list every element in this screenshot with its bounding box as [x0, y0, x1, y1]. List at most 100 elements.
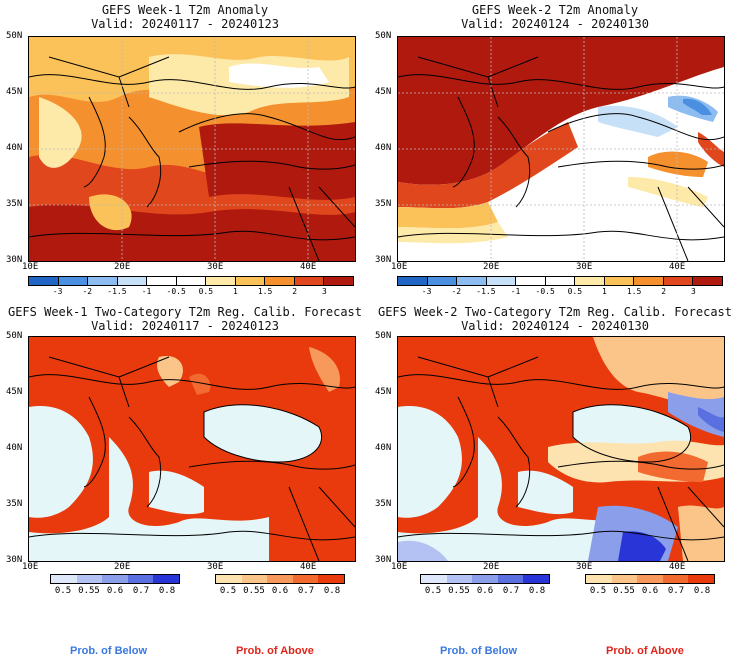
- colorbar-swatch: [427, 277, 458, 285]
- colorbar-tick-label: -0.5: [166, 287, 186, 296]
- lat-label: 45N: [375, 87, 392, 97]
- panel-title: GEFS Week-1 Two-Category T2m Reg. Calib.…: [7, 305, 362, 319]
- lat-label: 30N: [6, 255, 23, 265]
- lat-label: 30N: [375, 555, 392, 565]
- colorbar-tick-label: -1: [141, 287, 152, 296]
- colorbar-tick-label: -1.5: [107, 287, 127, 296]
- colorbar-tick-label: 0.55: [613, 586, 635, 596]
- colorbar-swatch: [29, 277, 59, 285]
- colorbar-swatch: [611, 575, 638, 583]
- colorbar-swatch: [472, 575, 498, 583]
- legend-prob-above: Prob. of Above: [236, 645, 314, 657]
- lat-label: 45N: [375, 387, 392, 397]
- colorbar-swatch: [153, 575, 179, 583]
- lat-label: 35N: [6, 199, 23, 209]
- colorbar-tick-label: -1.5: [476, 287, 496, 296]
- colorbar-swatch: [663, 277, 694, 285]
- lon-label: 30E: [576, 562, 593, 572]
- panel-subtitle: Valid: 20240124 - 20240130: [461, 319, 649, 333]
- panel-subtitle: Valid: 20240124 - 20240130: [461, 17, 649, 31]
- colorbar-swatch: [486, 277, 517, 285]
- lon-label: 20E: [114, 262, 131, 272]
- colorbar-tick-label: -3: [52, 287, 63, 296]
- panel-title: GEFS Week-1 T2m Anomaly: [101, 3, 269, 17]
- lon-label: 10E: [22, 262, 39, 272]
- prob-below-labels: 0.5 0.55 0.6 0.7 0.8: [420, 586, 550, 598]
- colorbar-tick-label: 0.5: [219, 586, 237, 596]
- colorbar-tick-label: 1.5: [257, 287, 273, 296]
- colorbar-swatch: [76, 575, 103, 583]
- colorbar-swatch: [102, 575, 128, 583]
- anomaly-map-week1: [28, 36, 356, 262]
- colorbar-swatch: [292, 575, 319, 583]
- colorbar-swatch: [318, 575, 344, 583]
- colorbar-tick-label: 0.55: [78, 586, 100, 596]
- colorbar-swatch: [398, 277, 428, 285]
- colorbar-swatch: [457, 277, 487, 285]
- colorbar-swatch: [446, 575, 473, 583]
- colorbar-tick-label: 1: [602, 287, 607, 296]
- colorbar-swatch: [294, 277, 325, 285]
- panel-title: GEFS Week-2 Two-Category T2m Reg. Calib.…: [377, 305, 732, 319]
- colorbar-tick-label: 0.6: [106, 586, 124, 596]
- lon-label: 40E: [669, 562, 686, 572]
- lon-label: 20E: [483, 562, 500, 572]
- colorbar-tick-label: 0.55: [243, 586, 265, 596]
- colorbar-swatch: [497, 575, 524, 583]
- colorbar-swatch: [575, 277, 605, 285]
- colorbar-swatch: [176, 277, 207, 285]
- lat-label: 35N: [375, 499, 392, 509]
- lat-label: 40N: [375, 143, 392, 153]
- colorbar-tick-label: -0.5: [535, 287, 555, 296]
- colorbar-tick-label: 0.7: [502, 586, 520, 596]
- lon-label: 20E: [114, 562, 131, 572]
- lon-label: 10E: [391, 562, 408, 572]
- anomaly-colorbar: [397, 276, 723, 286]
- lon-label: 40E: [300, 262, 317, 272]
- colorbar-swatch: [523, 575, 549, 583]
- lon-label: 30E: [207, 562, 224, 572]
- lat-label: 35N: [6, 499, 23, 509]
- colorbar-tick-label: 1: [233, 287, 238, 296]
- anomaly-colorbar-labels: -3 -2 -1.5 -1 -0.5 0.5 1 1.5 2 3: [28, 287, 354, 297]
- lat-label: 50N: [6, 331, 23, 341]
- colorbar-swatch: [693, 277, 723, 285]
- colorbar-swatch: [241, 575, 268, 583]
- colorbar-tick-label: 2: [292, 287, 298, 296]
- colorbar-tick-label: 0.8: [158, 586, 176, 596]
- colorbar-swatch: [206, 277, 236, 285]
- panel-subtitle: Valid: 20240117 - 20240123: [91, 17, 279, 31]
- panel-title: GEFS Week-2 T2m Anomaly: [471, 3, 639, 17]
- colorbar-swatch: [634, 277, 664, 285]
- colorbar-tick-label: 0.6: [476, 586, 494, 596]
- lon-label: 10E: [391, 262, 408, 272]
- colorbar-tick-label: 0.6: [641, 586, 659, 596]
- lat-label: 30N: [6, 555, 23, 565]
- colorbar-tick-label: -2: [451, 287, 462, 296]
- prob-above-colorbar: [585, 574, 715, 584]
- colorbar-tick-label: 0.5: [198, 287, 214, 296]
- prob-above-labels: 0.5 0.55 0.6 0.7 0.8: [215, 586, 345, 598]
- prob-above-colorbar: [215, 574, 345, 584]
- lon-label: 30E: [207, 262, 224, 272]
- colorbar-swatch: [235, 277, 266, 285]
- lon-label: 30E: [576, 262, 593, 272]
- colorbar-tick-label: -3: [421, 287, 432, 296]
- colorbar-swatch: [147, 277, 177, 285]
- colorbar-swatch: [265, 277, 295, 285]
- colorbar-tick-label: 0.5: [567, 287, 583, 296]
- colorbar-swatch: [58, 277, 89, 285]
- anomaly-colorbar-labels: -3 -2 -1.5 -1 -0.5 0.5 1 1.5 2 3: [397, 287, 723, 297]
- colorbar-tick-label: 0.5: [589, 586, 607, 596]
- colorbar-tick-label: -1: [510, 287, 521, 296]
- lat-label: 40N: [6, 143, 23, 153]
- colorbar-tick-label: 0.5: [424, 586, 442, 596]
- colorbar-tick-label: 0.8: [323, 586, 341, 596]
- lat-label: 45N: [6, 387, 23, 397]
- prob-below-colorbar: [420, 574, 550, 584]
- colorbar-tick-label: 0.8: [528, 586, 546, 596]
- legend-prob-below: Prob. of Below: [440, 645, 517, 657]
- lat-label: 40N: [6, 443, 23, 453]
- colorbar-swatch: [662, 575, 689, 583]
- colorbar-swatch: [127, 575, 154, 583]
